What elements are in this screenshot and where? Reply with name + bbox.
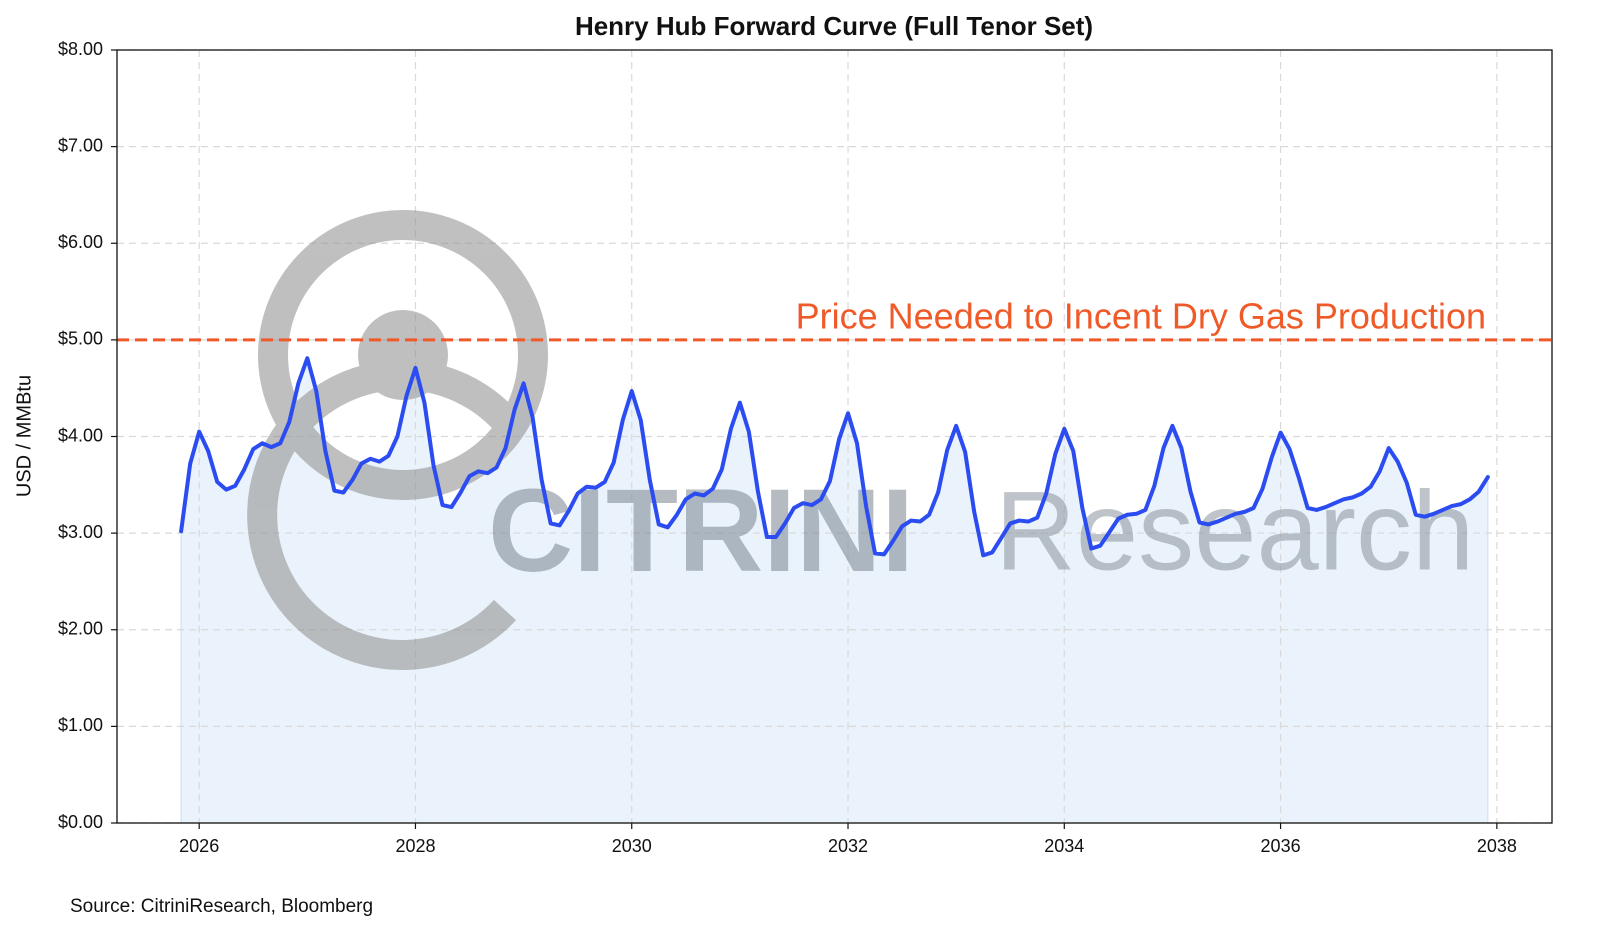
chart-title: Henry Hub Forward Curve (Full Tenor Set) <box>575 11 1093 41</box>
source-note: Source: CitriniResearch, Bloomberg <box>70 896 373 917</box>
plot-layer: $0.00 $1.00 $2.00 $3.00 $4.00 $5.00 $6.00 $7.00… <box>58 39 1553 856</box>
y-tick-label: $0.00 <box>58 812 103 832</box>
y-tick-label: $8.00 <box>58 39 103 59</box>
x-tick-label: 2030 <box>612 836 652 856</box>
y-axis-label: USD / MMBtu <box>13 375 35 497</box>
x-tick-label: 2038 <box>1477 836 1517 856</box>
y-tick-label: $3.00 <box>58 522 103 542</box>
x-tick-label: 2034 <box>1044 836 1084 856</box>
x-tick-label: 2036 <box>1261 836 1301 856</box>
reference-label: Price Needed to Incent Dry Gas Productio… <box>796 295 1486 336</box>
y-tick-label: $4.00 <box>58 425 103 445</box>
x-tick-label: 2032 <box>828 836 868 856</box>
y-tick-label: $1.00 <box>58 715 103 735</box>
watermark-bold: CITRINI <box>488 465 914 597</box>
x-tick-label: 2028 <box>395 836 435 856</box>
y-tick-label: $6.00 <box>58 232 103 252</box>
plot-frame <box>116 49 1553 824</box>
watermark-ring <box>258 210 548 500</box>
line <box>179 356 1490 558</box>
y-tick-label: $7.00 <box>58 135 103 155</box>
watermark-light: Research <box>995 469 1474 594</box>
y-tick-label: $2.00 <box>58 619 103 639</box>
x-tick-label: 2026 <box>179 836 219 856</box>
y-tick-label: $5.00 <box>58 329 103 349</box>
